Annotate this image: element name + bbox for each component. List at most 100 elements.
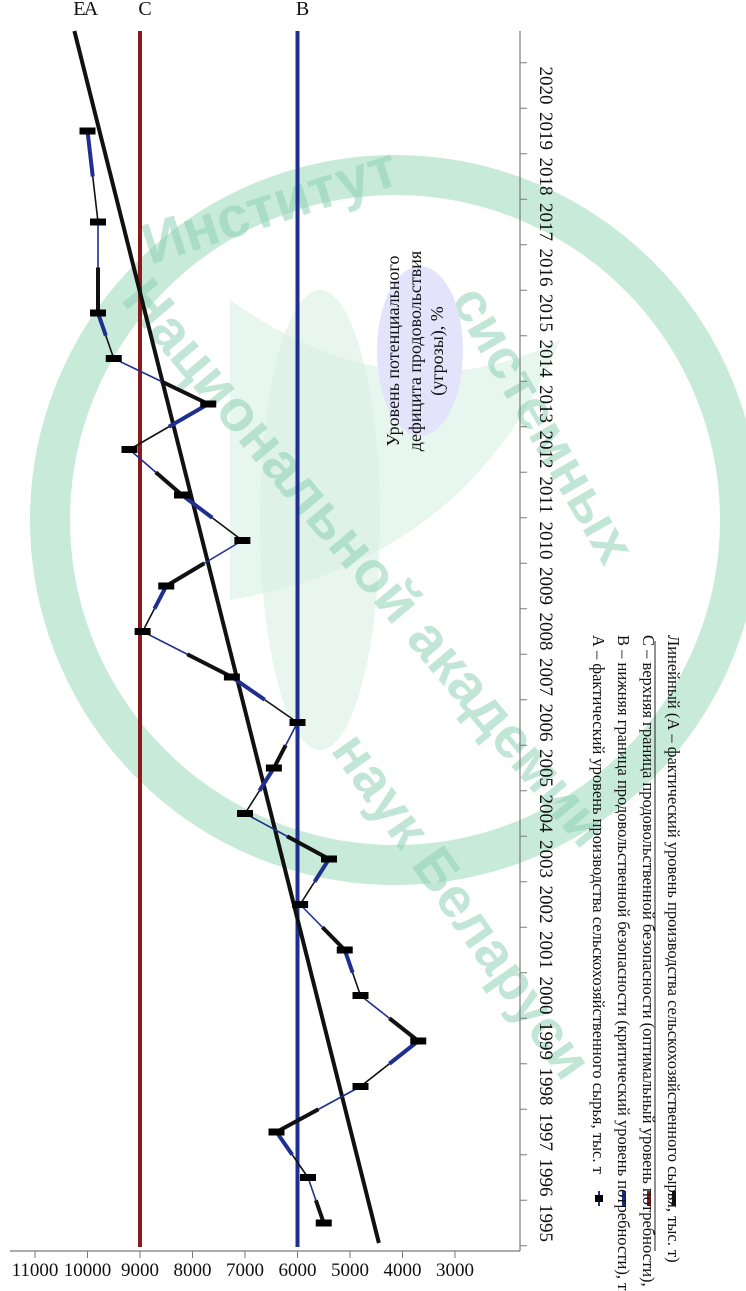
- series-a-point: [352, 1083, 369, 1090]
- series-a-point: [234, 537, 251, 544]
- x-tick-label: 2013: [535, 385, 556, 423]
- x-tick-label: 2020: [535, 67, 556, 105]
- letter-b: В: [296, 0, 309, 20]
- series-a-segment: [230, 675, 266, 702]
- series-a-segment: [313, 1199, 326, 1224]
- x-tick-label: 1995: [535, 1204, 556, 1242]
- x-axis-labels: 1995 1996 1997 1998 1999 2000 2001 2002 2003 2004…: [535, 67, 556, 1243]
- legend-swatch-a-marker: [595, 1195, 603, 1202]
- series-a-segment: [129, 426, 170, 451]
- trendline-e: [72, 30, 381, 1244]
- x-tick-label: 2006: [535, 704, 556, 742]
- series-a-segment: [113, 357, 162, 382]
- series-a-segment: [244, 790, 261, 814]
- series-a-segment: [312, 857, 331, 883]
- series-layer: [72, 30, 427, 1247]
- annotation-line-1: Уровень потенциального: [383, 256, 403, 447]
- series-a-segment: [257, 766, 276, 792]
- series-a-point: [315, 1219, 332, 1227]
- series-a-segment: [154, 470, 184, 497]
- x-tick-label: 1999: [535, 1022, 556, 1060]
- series-a-segment: [165, 561, 206, 588]
- series-a-segment: [180, 493, 214, 520]
- series-a-point: [336, 946, 353, 954]
- legend: А – фактический уровень производства сел…: [589, 635, 683, 1291]
- series-a-point: [265, 764, 282, 772]
- annotation-bubble: [377, 266, 463, 436]
- series-a-segment: [284, 722, 299, 746]
- y-tick-label: 10000: [64, 1260, 112, 1281]
- series-a-point: [223, 673, 240, 681]
- series-a-segment: [167, 402, 210, 429]
- series-a-segment: [291, 1154, 309, 1178]
- series-a-segment: [351, 972, 362, 996]
- line-letters: ЕА С В: [73, 0, 309, 20]
- series-a-point: [105, 355, 122, 362]
- x-tick-label: 2014: [535, 340, 556, 379]
- series-a-point: [158, 582, 175, 590]
- series-a-point: [174, 491, 190, 499]
- x-tick-label: 2011: [535, 476, 556, 513]
- series-a-segment: [128, 448, 157, 473]
- x-tick-label: 2019: [535, 112, 556, 150]
- series-a-point: [90, 218, 106, 226]
- series-a-segment: [272, 744, 288, 769]
- series-a-point: [268, 1128, 285, 1136]
- x-tick-label: 2015: [535, 294, 556, 332]
- series-a-segment: [96, 312, 108, 337]
- y-tick-label: 3000: [436, 1260, 474, 1281]
- x-tick-label: 2008: [535, 613, 556, 651]
- letter-c: С: [138, 0, 151, 20]
- series-a-segment: [321, 925, 347, 952]
- series-a-segment: [152, 585, 169, 610]
- series-a-segment: [360, 1063, 390, 1088]
- y-tick-label: 8000: [174, 1260, 212, 1281]
- series-a-segment: [274, 1130, 294, 1156]
- series-a-segment: [85, 130, 95, 177]
- series-a-point: [134, 628, 151, 635]
- series-a-segment: [318, 1085, 361, 1110]
- y-tick-label: 4000: [384, 1260, 422, 1281]
- legend-label-c: С – верхняя граница продовольственной бе…: [639, 635, 658, 1291]
- x-tick-label: 2004: [535, 795, 556, 834]
- series-a-segment: [105, 335, 115, 359]
- legend-label-b: B – нижняя граница продовольственной без…: [614, 635, 633, 1291]
- x-tick-label: 2017: [535, 203, 556, 241]
- y-tick-label: 7000: [226, 1260, 264, 1281]
- y-tick-label: 9000: [121, 1260, 159, 1281]
- series-a-segment: [307, 1177, 317, 1201]
- x-tick-label: 2010: [535, 522, 556, 560]
- x-tick-label: 1997: [535, 1113, 556, 1151]
- series-a-point: [90, 309, 106, 317]
- series-a-point: [321, 855, 337, 863]
- series-a-segment: [203, 539, 243, 564]
- series-a-segment: [91, 176, 99, 223]
- y-tick-label: 5000: [331, 1260, 369, 1281]
- legend-label-e: Линейный (А – фактический уровень произв…: [664, 635, 683, 1263]
- series-a-point: [352, 992, 369, 999]
- legend-label-a: А – фактический уровень производства сел…: [589, 635, 608, 1174]
- x-tick-label: 1996: [535, 1159, 556, 1197]
- series-a-segment: [388, 1016, 420, 1043]
- series-a-point: [292, 901, 309, 908]
- series-a-point: [300, 1174, 316, 1181]
- series-a-point: [121, 446, 138, 453]
- series-a-segment: [286, 834, 330, 861]
- series-a-point: [410, 1037, 427, 1045]
- y-axis-ticks: [34, 1251, 456, 1258]
- series-a-point: [79, 127, 96, 135]
- x-tick-label: 2003: [535, 840, 556, 878]
- watermark-emblem-leaf: [230, 300, 560, 600]
- series-a-segment: [211, 517, 243, 542]
- series-a-point: [237, 810, 253, 817]
- x-tick-label: 2001: [535, 931, 556, 969]
- annotation-line-2: дефицита продовольствия: [405, 251, 425, 451]
- x-tick-label: 2005: [535, 749, 556, 787]
- series-a-segment: [299, 903, 324, 928]
- x-tick-label: 2000: [535, 977, 556, 1015]
- series-a-point: [200, 400, 217, 408]
- series-a-point: [289, 719, 306, 726]
- plot-area: 1995 1996 1997 1998 1999 2000 2001 2002 2003 2004…: [10, 0, 683, 1291]
- series-a-segment: [142, 630, 188, 655]
